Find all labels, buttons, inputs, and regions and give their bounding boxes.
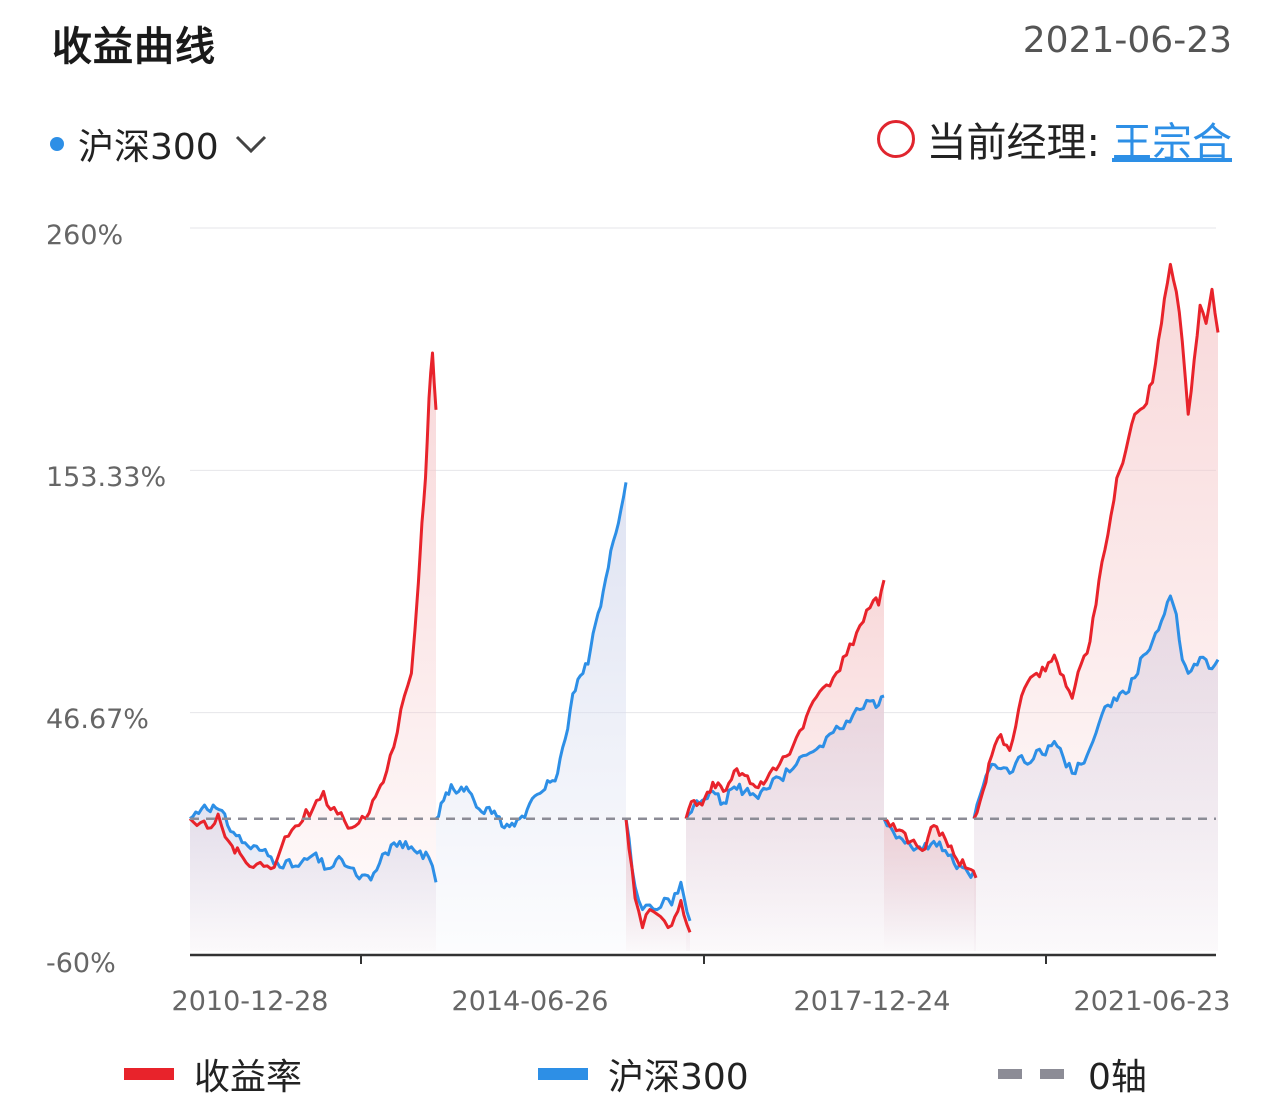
x-tick-label: 2014-06-26 bbox=[452, 986, 609, 1017]
legend-label-return: 收益率 bbox=[194, 1057, 303, 1098]
series-line-index bbox=[882, 818, 978, 879]
series-area bbox=[626, 818, 690, 951]
series-line-return bbox=[883, 817, 978, 879]
series-area bbox=[436, 482, 626, 951]
legend-swatch-return bbox=[124, 1068, 174, 1080]
current-manager: 当前经理: 王宗合 bbox=[876, 110, 1232, 168]
legend-swatch-index bbox=[538, 1068, 588, 1080]
y-tick-label: -60% bbox=[46, 948, 116, 979]
manager-prefix: 当前经理: bbox=[926, 120, 1100, 166]
benchmark-label: 沪深300 bbox=[78, 127, 219, 168]
series-line-return bbox=[972, 262, 1220, 820]
manager-name-link[interactable]: 王宗合 bbox=[1112, 120, 1232, 166]
x-tick-label: 2017-12-24 bbox=[794, 986, 951, 1017]
series-line-index bbox=[684, 694, 885, 820]
series-line-return bbox=[624, 818, 692, 933]
series-area bbox=[686, 580, 884, 951]
legend-swatch-zero-axis bbox=[998, 1069, 1064, 1079]
chevron-down-icon[interactable] bbox=[233, 133, 269, 155]
legend-item-zero-axis: 0轴 bbox=[998, 1048, 1147, 1100]
series-line-index bbox=[972, 594, 1220, 820]
series-line-return bbox=[684, 579, 886, 820]
x-tick-label: 2010-12-28 bbox=[172, 986, 329, 1017]
y-tick-label: 153.33% bbox=[46, 462, 166, 493]
series-line-index bbox=[435, 482, 628, 830]
series-line-index bbox=[189, 803, 438, 883]
x-tick-label: 2021-06-23 bbox=[1074, 986, 1231, 1017]
series-line-index bbox=[624, 818, 692, 922]
chart-legend: 收益率 沪深300 0轴 bbox=[0, 1048, 1280, 1098]
benchmark-selector[interactable]: 沪深300 bbox=[50, 118, 269, 170]
legend-item-return: 收益率 bbox=[124, 1048, 302, 1100]
legend-label-index: 沪深300 bbox=[608, 1057, 749, 1098]
return-chart: 260% 153.33% 46.67% -60% 2010-12-28 2014-06-2… bbox=[46, 220, 1231, 1017]
benchmark-dot-icon bbox=[50, 137, 64, 151]
series-area bbox=[884, 818, 976, 951]
series-line-return bbox=[188, 351, 438, 871]
report-date: 2021-06-23 bbox=[1022, 20, 1232, 61]
page-title: 收益曲线 bbox=[52, 24, 216, 70]
legend-label-zero-axis: 0轴 bbox=[1088, 1057, 1147, 1098]
y-tick-label: 46.67% bbox=[46, 704, 149, 735]
y-tick-label: 260% bbox=[46, 220, 123, 251]
manager-marker-icon bbox=[876, 120, 915, 158]
legend-item-index: 沪深300 bbox=[538, 1048, 749, 1100]
series-area bbox=[190, 353, 436, 951]
